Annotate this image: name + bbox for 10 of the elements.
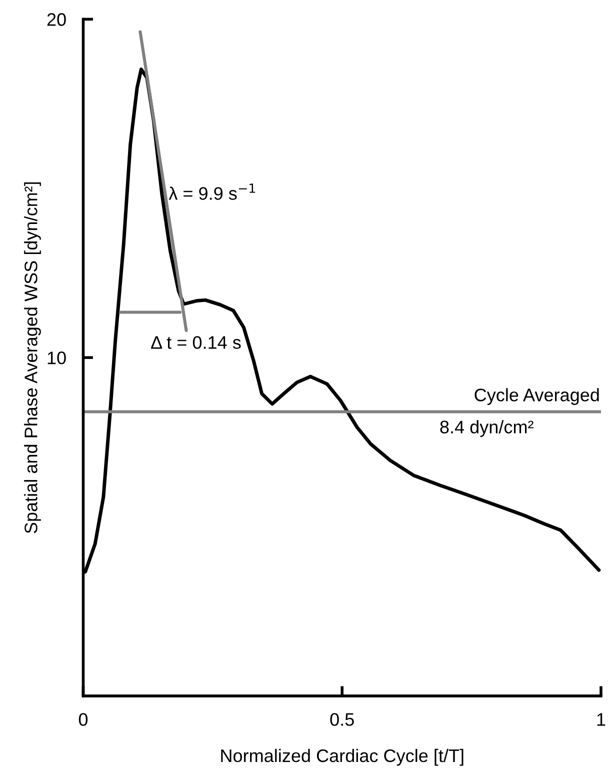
y-tick-label: 10 [48,352,66,364]
x-tick-label: 0 [78,713,88,726]
x-tick-label: 1 [597,713,606,726]
ref-line-label: Cycle Averaged 8.4 dyn/cm² [440,388,599,438]
x-tick-label: 0.5 [330,713,354,726]
x-axis-title: Normalized Cardiac Cycle [t/T] [221,748,464,766]
y-tick-label: 20 [47,13,66,26]
y-axis-title: Spatial and Phase Averaged WSS [dyn/cm²] [24,182,41,534]
annotation: λ = 9.9 s$^{−1}$ [168,184,256,200]
annotation: Δ t = 0.14 s [151,336,241,349]
